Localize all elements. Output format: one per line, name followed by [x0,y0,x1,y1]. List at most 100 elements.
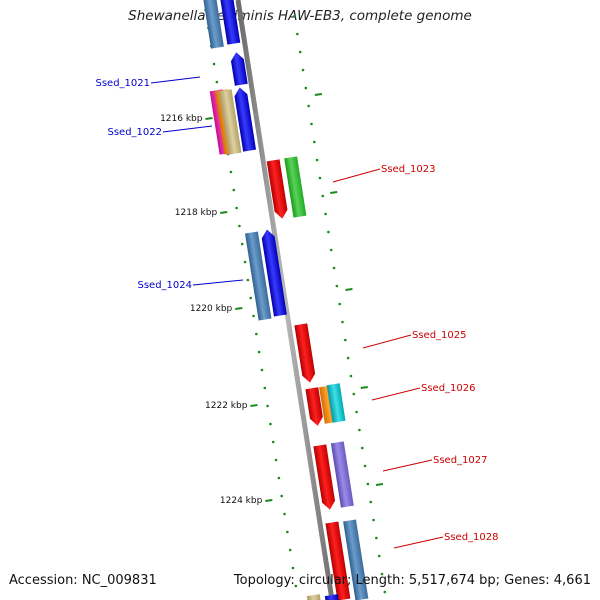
gene-feature [306,594,322,600]
gene-label: Ssed_1023 [381,164,436,175]
gene-feature [219,0,241,45]
gene-feature [313,444,336,510]
track-dot [240,242,244,246]
label-leader-line [382,459,433,472]
track-dot [310,122,313,126]
track-dot [375,536,378,540]
track-dot [349,374,353,378]
track-dot [358,428,361,432]
track-dot [294,584,298,588]
track-dot [249,296,252,300]
track-dot [304,86,308,90]
gene-feature [325,521,351,600]
label-leader-line [162,125,213,133]
track-dot [229,170,233,174]
track-dot [271,440,275,444]
track-dot [369,500,373,504]
gene-feature [305,387,323,426]
gene-feature [202,0,224,49]
tick-label: 1218 kbp [175,208,218,218]
track-dot [318,176,322,180]
track-dot [355,410,358,414]
track-dot [235,206,238,210]
track-dot [315,158,319,162]
tick-label: 1220 kbp [190,304,233,314]
track-dot [274,458,278,462]
minor-tick [314,93,323,96]
label-leader-line [393,536,444,549]
gene-feature [343,519,369,600]
position-ticks: 1216 kbp 1218 kbp 1220 kbp 1222 kbp 1224 kbp [160,114,273,506]
track-dot [360,446,364,450]
track-dot [332,266,336,270]
gene-feature [261,229,287,317]
label-leader-line [371,387,421,401]
track-dot [301,68,305,72]
track-dot [232,188,236,192]
gene-label: Ssed_1027 [433,455,488,466]
track-dot [346,356,350,360]
major-tick [250,404,258,407]
track-dot [341,320,344,324]
label-leader-line [150,76,201,84]
gene-feature [218,89,242,155]
track-dot [327,230,330,234]
gene-label: Ssed_1022 [107,127,162,138]
track-dot [338,302,341,306]
minor-tick [330,191,338,194]
label-leader-line [192,279,244,286]
track-dot [377,554,381,558]
track-dot [260,368,264,372]
track-dot [255,332,258,336]
track-dot [296,32,299,36]
track-dot [280,494,284,498]
gene-label: Ssed_1025 [412,330,467,341]
track-dot [352,392,356,396]
topology-text: Topology: circular; Length: 5,517,674 bp… [233,573,591,588]
track-dot [329,248,333,252]
gene-feature [324,594,340,600]
track-dot [286,530,289,534]
tick-label: 1224 kbp [220,496,263,506]
gene-features [202,0,369,600]
minor-tick [345,288,353,291]
track-dot [380,572,384,576]
track-dot [344,338,347,342]
minor-tick [360,386,368,389]
gene-feature [245,231,272,321]
gene-feature [266,159,288,219]
genome-backbone [235,0,335,600]
track-dot [257,350,261,354]
track-dot [288,548,292,552]
major-tick [265,499,273,502]
gene-label: Ssed_1026 [421,383,476,394]
label-leader-line [362,334,412,349]
track-dot [238,224,241,228]
track-dot [307,104,310,108]
gene-feature [284,156,307,218]
tick-label: 1216 kbp [160,114,203,124]
major-tick [205,117,213,120]
gene-feature [234,87,257,152]
track-dot [335,284,339,288]
gene-feature [230,52,248,86]
tick-label: 1222 kbp [205,401,248,411]
track-dot [277,476,281,480]
track-dot [366,482,370,486]
track-dot [215,80,219,84]
track-dot [372,518,375,522]
track-dot [266,404,269,408]
track-dot [313,140,316,144]
label-leader-line [332,168,381,183]
accession-text: Accession: NC_009831 [9,573,157,588]
gene-labels: Ssed_1021 Ssed_1022 Ssed_1023 Ssed_1024 Ssed… [95,76,499,549]
gene-label: Ssed_1028 [444,532,499,543]
gene-feature [326,383,346,423]
gene-label: Ssed_1024 [137,280,192,291]
track-dot [243,260,247,264]
track-dot [321,194,325,198]
track-dot [263,386,267,390]
track-dot [291,566,295,570]
track-dot [298,50,302,54]
